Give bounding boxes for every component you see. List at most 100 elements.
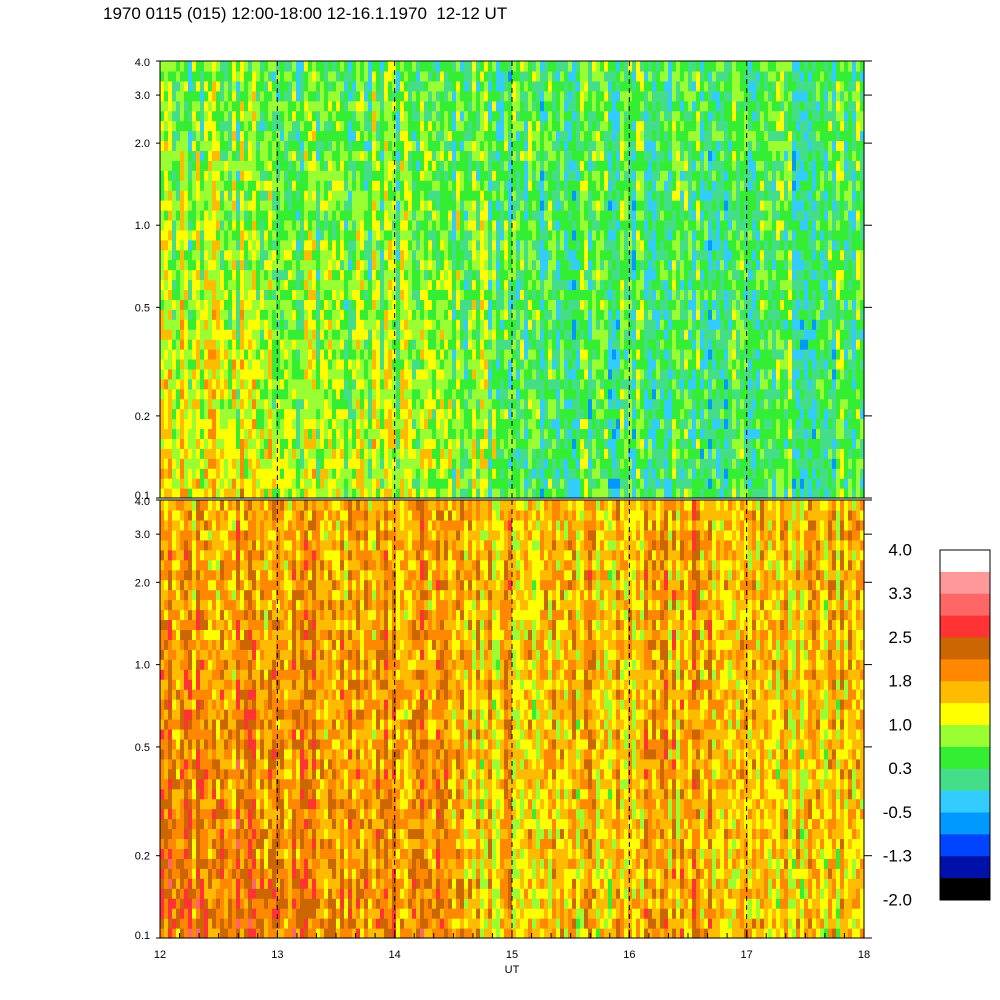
spectrogram-cell: [188, 100, 193, 112]
spectrogram-cell: [220, 478, 225, 489]
spectrogram-cell: [444, 100, 449, 112]
spectrogram-cell: [232, 329, 237, 340]
spectrogram-cell: [460, 488, 465, 499]
spectrogram-cell: [416, 329, 421, 340]
spectrogram-cell: [452, 209, 457, 221]
spectrogram-cell: [212, 150, 217, 161]
spectrogram-cell: [480, 100, 485, 112]
spectrogram-cell: [376, 388, 381, 400]
spectrogram-cell: [600, 170, 605, 181]
spectrogram-cell: [376, 358, 381, 370]
spectrogram-cell: [416, 209, 421, 221]
spectrogram-cell: [468, 329, 473, 340]
spectrogram-cell: [456, 209, 461, 221]
spectrogram-cell: [384, 110, 389, 122]
spectrogram-cell: [388, 309, 393, 320]
spectrogram-cell: [480, 388, 485, 400]
spectrogram-cell: [484, 110, 489, 122]
spectrogram-cell: [188, 408, 193, 420]
spectrogram-cell: [360, 289, 365, 300]
spectrogram-cell: [316, 368, 321, 380]
spectrogram-cell: [384, 319, 389, 330]
spectrogram-cell: [220, 309, 225, 320]
spectrogram-cell: [208, 428, 213, 440]
spectrogram-cell: [524, 269, 529, 281]
spectrogram-cell: [352, 408, 357, 420]
spectrogram-cell: [420, 61, 425, 72]
spectrogram-cell: [240, 229, 245, 241]
spectrogram-cell: [200, 70, 205, 82]
spectrogram-cell: [604, 309, 609, 320]
spectrogram-cell: [460, 408, 465, 420]
spectrogram-cell: [516, 130, 521, 142]
spectrogram-cell: [232, 269, 237, 281]
spectrogram-cell: [592, 110, 597, 122]
spectrogram-cell: [464, 170, 469, 181]
spectrogram-cell: [312, 319, 317, 330]
spectrogram-cell: [236, 329, 241, 340]
spectrogram-cell: [312, 239, 317, 251]
spectrogram-cell: [560, 408, 565, 420]
spectrogram-cell: [544, 100, 549, 112]
spectrogram-cell: [336, 190, 341, 201]
spectrogram-cell: [264, 209, 269, 221]
spectrogram-cell: [208, 200, 213, 211]
spectrogram-cell: [188, 458, 193, 469]
spectrogram-cell: [280, 239, 285, 251]
spectrogram-cell: [596, 170, 601, 181]
spectrogram-cell: [532, 269, 537, 281]
spectrogram-cell: [284, 190, 289, 201]
spectrogram-cell: [324, 408, 329, 420]
spectrogram-cell: [464, 448, 469, 459]
spectrogram-cell: [196, 478, 201, 489]
spectrogram-cell: [432, 358, 437, 370]
spectrogram-cell: [400, 418, 405, 430]
spectrogram-cell: [308, 329, 313, 340]
spectrogram-cell: [320, 100, 325, 112]
spectrogram-cell: [216, 398, 221, 410]
spectrogram-cell: [440, 488, 445, 499]
spectrogram-cell: [488, 150, 493, 161]
spectrogram-cell: [600, 160, 605, 171]
spectrogram-cell: [560, 90, 565, 102]
spectrogram-cell: [588, 180, 593, 191]
spectrogram-cell: [528, 90, 533, 102]
spectrogram-cell: [556, 100, 561, 112]
spectrogram-cell: [232, 279, 237, 291]
spectrogram-cell: [256, 229, 261, 241]
spectrogram-cell: [496, 398, 501, 410]
spectrogram-cell: [424, 259, 429, 271]
spectrogram-cell: [204, 309, 209, 320]
spectrogram-cell: [388, 130, 393, 142]
spectrogram-cell: [256, 209, 261, 221]
spectrogram-cell: [272, 448, 277, 459]
spectrogram-cell: [336, 319, 341, 330]
spectrogram-cell: [244, 299, 249, 310]
spectrogram-cell: [348, 180, 353, 191]
spectrogram-cell: [248, 448, 253, 459]
spectrogram-cell: [268, 190, 273, 201]
spectrogram-cell: [220, 339, 225, 350]
spectrogram-cell: [456, 468, 461, 479]
spectrogram-cell: [372, 408, 377, 420]
spectrogram-cell: [272, 289, 277, 300]
spectrogram-cell: [472, 229, 477, 241]
spectrogram-cell: [348, 110, 353, 122]
spectrogram-cell: [444, 259, 449, 271]
spectrogram-cell: [168, 438, 173, 449]
spectrogram-cell: [172, 488, 177, 499]
spectrogram-cell: [596, 239, 601, 251]
spectrogram-cell: [544, 90, 549, 102]
spectrogram-cell: [552, 70, 557, 82]
spectrogram-cell: [340, 339, 345, 350]
spectrogram-cell: [320, 358, 325, 370]
spectrogram-cell: [268, 319, 273, 330]
spectrogram-cell: [388, 478, 393, 489]
spectrogram-cell: [576, 488, 581, 499]
spectrogram-cell: [428, 269, 433, 281]
spectrogram-cell: [396, 110, 401, 122]
spectrogram-cell: [180, 140, 185, 151]
spectrogram-cell: [492, 398, 497, 410]
spectrogram-cell: [388, 378, 393, 390]
spectrogram-cell: [176, 229, 181, 241]
